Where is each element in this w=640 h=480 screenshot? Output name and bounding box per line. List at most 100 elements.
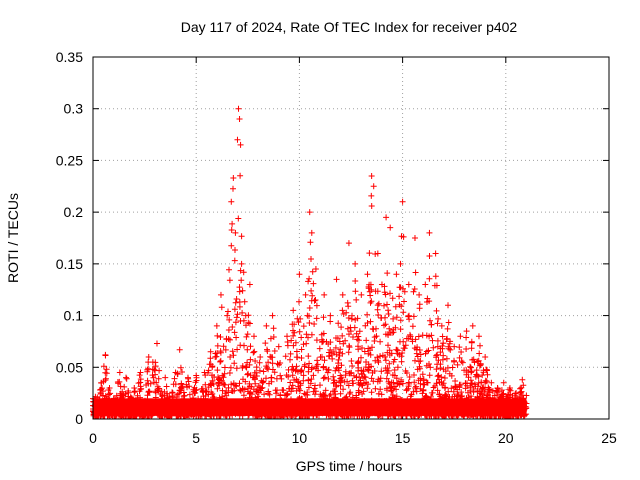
data-point (123, 374, 130, 381)
data-point (149, 359, 156, 366)
data-point (451, 343, 458, 350)
data-point (275, 343, 282, 350)
data-point (383, 214, 390, 221)
x-tick-label: 15 (395, 430, 411, 446)
data-point (368, 172, 375, 179)
y-axis-label: ROTI / TECUs (5, 193, 21, 283)
y-tick-label: 0.2 (64, 204, 84, 220)
x-tick-label: 25 (601, 430, 617, 446)
data-point (399, 198, 406, 205)
data-point (237, 141, 244, 148)
data-point (463, 328, 470, 335)
data-point (438, 322, 445, 329)
data-point (397, 260, 404, 267)
data-point (235, 105, 242, 112)
data-point (131, 384, 138, 391)
data-point (296, 271, 303, 278)
data-point (457, 333, 464, 340)
data-point (306, 209, 313, 216)
grid-lines (93, 57, 609, 419)
data-point (184, 374, 191, 381)
data-point (445, 302, 452, 309)
data-point (308, 229, 315, 236)
data-point (269, 312, 276, 319)
data-point (224, 312, 231, 319)
data-point (217, 291, 224, 298)
data-point (469, 322, 476, 329)
data-point (232, 229, 239, 236)
data-point (116, 369, 123, 376)
data-point (339, 291, 346, 298)
plot-frame (92, 56, 610, 420)
data-point (327, 312, 334, 319)
data-point (263, 322, 270, 329)
y-tick-label: 0.05 (56, 359, 83, 375)
data-point (213, 322, 220, 329)
y-tick-label: 0.25 (56, 152, 83, 168)
data-point (378, 281, 385, 288)
data-point (523, 400, 530, 407)
data-point (411, 235, 418, 241)
data-point (193, 372, 200, 379)
data-point (98, 379, 105, 386)
data-point (358, 291, 365, 298)
data-point (519, 376, 526, 383)
data-point (475, 333, 482, 340)
y-tick-label: 0.1 (64, 308, 84, 324)
data-point (207, 348, 214, 355)
chart-title: Day 117 of 2024, Rate Of TEC Index for r… (181, 19, 518, 35)
data-point (312, 266, 319, 273)
data-points (92, 105, 530, 410)
data-point (290, 307, 297, 314)
data-point (110, 395, 117, 402)
data-point (234, 136, 241, 143)
x-tick-label: 20 (498, 430, 514, 446)
data-point (172, 369, 179, 376)
data-point (145, 353, 152, 360)
data-point (153, 340, 160, 347)
data-point (374, 250, 381, 257)
y-tick-label: 0.35 (56, 49, 83, 65)
data-point (500, 379, 507, 386)
data-point (393, 271, 400, 278)
data-point (364, 271, 371, 278)
data-point (405, 281, 412, 288)
dense-background-points (90, 172, 530, 419)
data-point (513, 390, 520, 397)
data-point (302, 291, 309, 298)
data-point (345, 240, 352, 247)
data-point (482, 353, 489, 360)
data-point (137, 369, 144, 376)
data-point (246, 281, 253, 288)
y-tick-label: 0.15 (56, 256, 83, 272)
x-tick-label: 10 (292, 430, 308, 446)
data-point (230, 175, 237, 182)
data-point (257, 353, 264, 360)
x-tick-label: 5 (192, 430, 200, 446)
data-point (432, 250, 439, 257)
data-point (321, 291, 328, 298)
data-point (106, 384, 113, 391)
data-point (176, 346, 183, 353)
data-point (370, 183, 377, 190)
data-point (422, 281, 429, 288)
data-point (238, 260, 245, 267)
data-point (228, 198, 235, 205)
x-axis-label: GPS time / hours (296, 458, 403, 474)
data-point (488, 379, 495, 386)
data-point (236, 116, 243, 123)
data-point (333, 276, 340, 283)
data-point (416, 291, 423, 298)
data-point (242, 312, 249, 319)
data-point (250, 333, 257, 340)
data-point (201, 369, 208, 376)
data-point (162, 374, 169, 381)
data-point (494, 384, 501, 391)
data-point (506, 384, 513, 391)
data-point (426, 229, 433, 236)
data-point (352, 260, 359, 267)
y-tick-label: 0.3 (64, 101, 84, 117)
x-tick-label: 0 (89, 430, 97, 446)
data-point (102, 351, 109, 358)
